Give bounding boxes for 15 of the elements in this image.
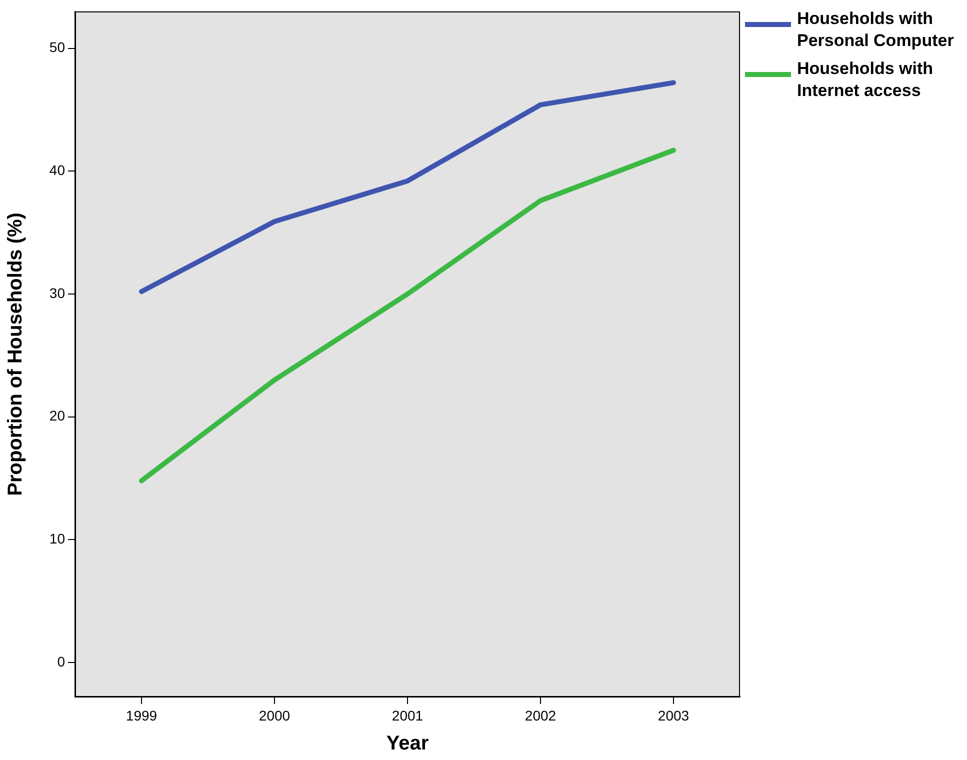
legend-label: Households with Personal Computer [797,8,955,52]
y-tick-label: 20 [49,408,66,424]
x-tick-label: 2001 [392,707,424,724]
y-tick-label: 0 [57,653,66,670]
y-tick-label: 10 [49,530,66,547]
y-tick-label: 40 [49,162,66,178]
legend-label: Households with Internet access [797,58,934,102]
x-tick-label: 2000 [258,707,290,724]
x-tick-label: 1999 [126,707,158,724]
y-axis-title: Proportion of Households (%) [4,212,27,496]
x-axis-title: Year [386,732,429,755]
x-tick-label: 2002 [524,707,556,724]
x-tick-label: 2003 [658,707,690,724]
y-tick-label: 50 [49,39,66,56]
y-tick-label: 30 [49,284,66,301]
